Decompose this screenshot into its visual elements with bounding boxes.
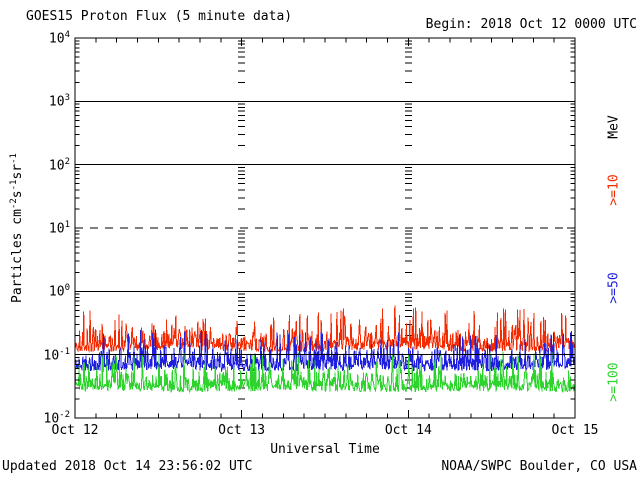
y-tick-label: 104 [48,30,70,47]
attribution: NOAA/SWPC Boulder, CO USA [441,459,637,474]
x-tick-label: Oct 15 [551,423,599,438]
y-tick-label: 102 [48,156,70,173]
y-tick-label: 100 [48,283,70,300]
x-axis-label: Universal Time [270,442,380,457]
y-tick-label: 103 [48,93,70,110]
x-tick-label: Oct 14 [384,423,432,438]
x-tick-label: Oct 13 [218,423,266,438]
chart-title: GOES15 Proton Flux (5 minute data) [26,9,293,24]
y-tick-label: 101 [48,220,70,237]
y-tick-label: 10-1 [43,346,71,363]
begin-timestamp: Begin: 2018 Oct 12 0000 UTC [425,17,637,32]
updated-timestamp: Updated 2018 Oct 14 23:56:02 UTC [2,459,253,474]
y-tick-label: 10-2 [43,410,71,427]
x-tick-label: Oct 12 [51,423,99,438]
